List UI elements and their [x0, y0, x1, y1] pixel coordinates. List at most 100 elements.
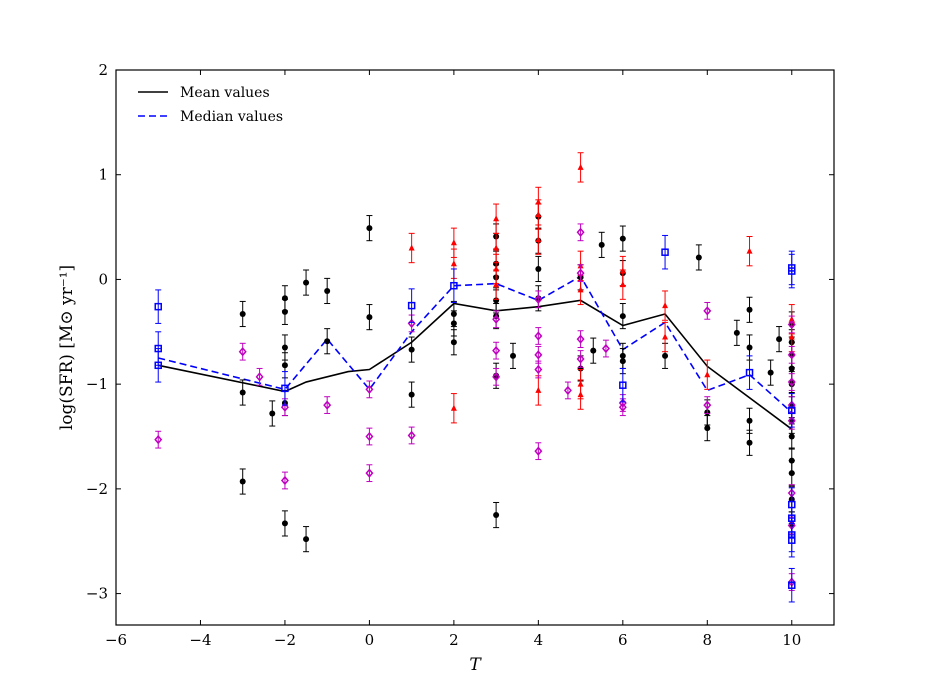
- data-point-triangle: [577, 286, 584, 293]
- data-point-triangle: [535, 236, 542, 243]
- data-point-diamond: [534, 331, 543, 341]
- data-point-circle: [535, 265, 542, 272]
- x-tick-label: −6: [105, 631, 127, 649]
- data-point-circle: [746, 344, 753, 351]
- data-point-triangle: [450, 239, 457, 246]
- data-point-triangle: [704, 371, 711, 378]
- data-point-diamond: [576, 268, 585, 278]
- data-point-circle: [733, 329, 740, 336]
- data-point-diamond: [492, 314, 501, 324]
- x-tick-label: 10: [782, 631, 801, 649]
- data-point-triangle: [619, 281, 626, 288]
- data-point-square: [407, 301, 416, 310]
- data-point-square: [154, 302, 162, 311]
- y-tick-label: −2: [86, 480, 108, 498]
- data-point-circle: [281, 362, 288, 369]
- data-point-diamond: [576, 334, 585, 344]
- y-axis-label: log(SFR) [M⊙ yr⁻¹]: [57, 265, 77, 430]
- data-point-diamond: [323, 400, 332, 410]
- data-point-diamond: [492, 372, 501, 382]
- data-point-circle: [324, 287, 331, 294]
- data-point-diamond: [787, 377, 796, 387]
- data-point-square: [450, 281, 458, 290]
- x-tick-label: 8: [703, 631, 713, 649]
- data-point-triangle: [450, 260, 457, 267]
- data-point-square: [154, 361, 162, 370]
- data-point-diamond: [534, 294, 543, 304]
- data-point-diamond: [365, 431, 374, 442]
- data-point-circle: [281, 520, 288, 527]
- data-point-circle: [366, 225, 373, 232]
- data-point-circle: [776, 336, 783, 343]
- data-point-triangle: [408, 244, 415, 251]
- data-point-square: [788, 536, 796, 544]
- data-point-circle: [619, 358, 626, 365]
- data-point-triangle: [493, 215, 500, 222]
- data-point-triangle: [746, 247, 753, 254]
- x-tick-label: 6: [618, 631, 628, 649]
- data-point-diamond: [154, 434, 163, 445]
- y-tick-label: −1: [86, 375, 108, 393]
- tick-layer: −6 −4 −2 0 2 4 6 8 10 −3 −2 −1 0 1 2: [86, 61, 834, 649]
- data-point-circle: [366, 314, 373, 321]
- data-point-diamond: [534, 364, 543, 375]
- data-point-circle: [303, 279, 310, 286]
- data-point-square: [788, 581, 796, 589]
- y-tick-label: −3: [86, 585, 108, 603]
- data-point-circle: [281, 308, 288, 315]
- y-tick-label: 0: [98, 270, 108, 288]
- data-point-diamond: [492, 345, 501, 356]
- data-point-circle: [746, 306, 753, 313]
- data-point-diamond: [618, 402, 627, 412]
- data-point-circle: [324, 338, 331, 345]
- legend-label-mean: Mean values: [180, 85, 270, 101]
- data-point-diamond: [601, 343, 610, 354]
- plot-area: [154, 152, 796, 603]
- x-tick-label: −4: [189, 631, 211, 649]
- data-point-circle: [746, 417, 753, 424]
- data-point-square: [281, 384, 289, 393]
- data-point-circle: [695, 254, 702, 261]
- data-point-circle: [239, 389, 246, 396]
- data-point-circle: [408, 346, 415, 353]
- x-axis-label: T: [469, 655, 482, 675]
- data-point-diamond: [534, 446, 543, 456]
- x-tick-label: −2: [274, 631, 296, 649]
- data-point-diamond: [365, 468, 374, 478]
- data-point-circle: [281, 344, 288, 351]
- data-point-triangle: [788, 333, 795, 340]
- x-tick-label: 4: [534, 631, 544, 649]
- data-point-circle: [598, 241, 605, 248]
- data-point-circle: [269, 410, 276, 417]
- data-point-diamond: [255, 372, 264, 382]
- data-point-diamond: [787, 350, 796, 360]
- data-point-triangle: [450, 404, 457, 411]
- data-point-circle: [408, 391, 415, 398]
- data-point-circle: [510, 352, 517, 359]
- data-point-triangle: [535, 386, 542, 393]
- data-point-diamond: [534, 350, 543, 360]
- legend: Mean values Median values: [138, 85, 283, 125]
- data-point-triangle: [662, 333, 669, 340]
- data-point-circle: [746, 439, 753, 446]
- data-point-circle: [450, 339, 457, 346]
- data-point-triangle: [493, 281, 500, 288]
- data-point-diamond: [407, 430, 416, 441]
- plot-frame: [115, 69, 835, 626]
- series-layer: [154, 152, 796, 603]
- data-point-circle: [493, 512, 500, 519]
- data-point-diamond: [280, 402, 289, 412]
- data-point-circle: [619, 313, 626, 320]
- data-point-circle: [303, 536, 310, 543]
- data-point-square: [745, 368, 754, 377]
- y-tick-label: 2: [98, 61, 108, 79]
- data-point-circle: [788, 433, 795, 440]
- data-point-diamond: [563, 385, 572, 396]
- x-tick-label: 0: [365, 631, 375, 649]
- data-point-circle: [450, 320, 457, 327]
- data-point-circle: [239, 478, 246, 485]
- data-point-circle: [619, 235, 626, 242]
- data-point-diamond: [576, 227, 585, 237]
- data-point-square: [661, 248, 669, 256]
